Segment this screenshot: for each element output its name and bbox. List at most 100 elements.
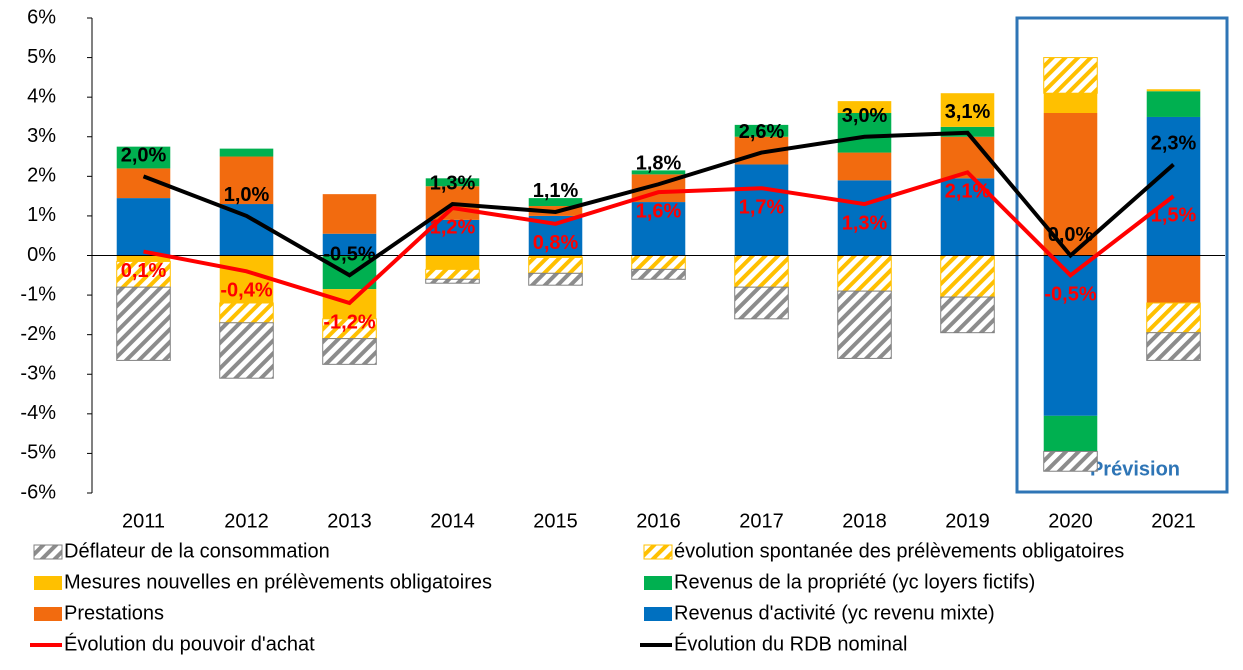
bar [116,255,171,262]
line [143,170,1175,306]
y-tick-label: -2% [20,323,56,345]
data-label: 1,1% [533,180,579,202]
data-label: 1,8% [636,153,682,175]
bar [1043,93,1098,113]
data-label: -1,2% [323,311,375,333]
bar [219,156,274,205]
bar [1043,255,1098,416]
bar [940,255,995,298]
bar [528,256,583,274]
y-tick-label: 1% [27,204,56,226]
bar [219,204,274,256]
bar [322,233,377,256]
line [142,130,1175,278]
legend-swatch [34,607,62,621]
annotation: Prévision [1090,458,1180,480]
y-tick-label: 4% [27,85,56,107]
bar [734,286,789,320]
bar [116,146,171,169]
legend-label: Évolution du pouvoir d'achat [64,632,315,655]
bar [1146,89,1201,92]
bar [734,164,789,256]
legend-swatch [643,544,673,560]
x-tick-label: 2021 [1151,510,1196,532]
x-tick-label: 2012 [224,510,269,532]
bar [116,198,171,256]
bar [837,255,892,292]
bar [219,302,274,324]
data-label: 3,1% [945,101,991,123]
bar [219,148,274,157]
bar [1146,255,1201,303]
legend-swatch [644,576,672,590]
legend-swatch [33,544,63,560]
x-tick-label: 2011 [122,510,165,532]
x-tick-label: 2016 [636,510,681,532]
data-label: 1,3% [842,212,888,234]
data-label: 2,1% [945,181,991,203]
bar [425,268,480,280]
bar [322,338,377,365]
x-tick-label: 2014 [430,510,475,532]
y-tick-label: -1% [20,283,56,305]
bar [425,255,480,270]
y-tick-label: 0% [27,244,56,266]
bar [1146,302,1201,334]
bar [1043,450,1098,472]
data-label: 1,0% [224,184,270,206]
bar [1146,91,1201,117]
legend-label: Revenus d'activité (yc revenu mixte) [674,602,995,624]
bar [528,272,583,286]
bar [631,202,686,256]
data-label: 2,6% [739,121,785,143]
data-label: -0,5% [1044,284,1096,306]
y-tick-label: 3% [27,125,56,147]
bar [837,290,892,359]
x-tick-label: 2017 [739,510,784,532]
bar [116,260,171,288]
bar [837,152,892,181]
data-label: 1,2% [430,216,476,238]
data-label: 0,1% [121,260,167,282]
legend-label: Revenus de la propriété (yc loyers ficti… [674,571,1035,593]
data-label: 1,5% [1151,204,1197,226]
x-tick-label: 2018 [842,510,887,532]
bar [528,198,583,207]
bar [425,178,480,187]
data-label: 0,8% [533,232,579,254]
bar [631,268,686,280]
x-tick-label: 2015 [533,510,578,532]
bar [1146,116,1201,256]
legend-swatch [644,607,672,621]
data-label: 0,0% [1048,224,1094,246]
bar [425,278,480,284]
bar [734,124,789,137]
bar [940,93,995,127]
bar [116,286,171,361]
x-tick-label: 2020 [1048,510,1093,532]
y-tick-label: 6% [27,6,56,28]
data-label: 1,3% [430,172,476,194]
legend-label: évolution spontanée des prélèvements obl… [674,540,1124,562]
bar [940,296,995,334]
data-label: 2,3% [1151,133,1197,155]
bar [837,113,892,153]
legend-label: Mesures nouvelles en prélèvements obliga… [64,571,492,593]
bar [631,170,686,175]
y-tick-label: -5% [20,442,56,464]
bar [1043,415,1098,452]
legend-swatch [34,576,62,590]
legend-label: Évolution du RDB nominal [674,632,907,655]
y-tick-label: 2% [27,165,56,187]
bar [322,194,377,234]
data-label: 1,6% [636,200,682,222]
bar [631,255,686,270]
y-tick-label: -4% [20,402,56,424]
y-tick-label: 5% [27,46,56,68]
y-tick-label: -3% [20,363,56,385]
legend-label: Prestations [64,602,164,624]
legend-label: Déflateur de la consommation [64,540,330,562]
data-label: -0,4% [220,280,272,302]
data-label: 1,7% [739,196,785,218]
